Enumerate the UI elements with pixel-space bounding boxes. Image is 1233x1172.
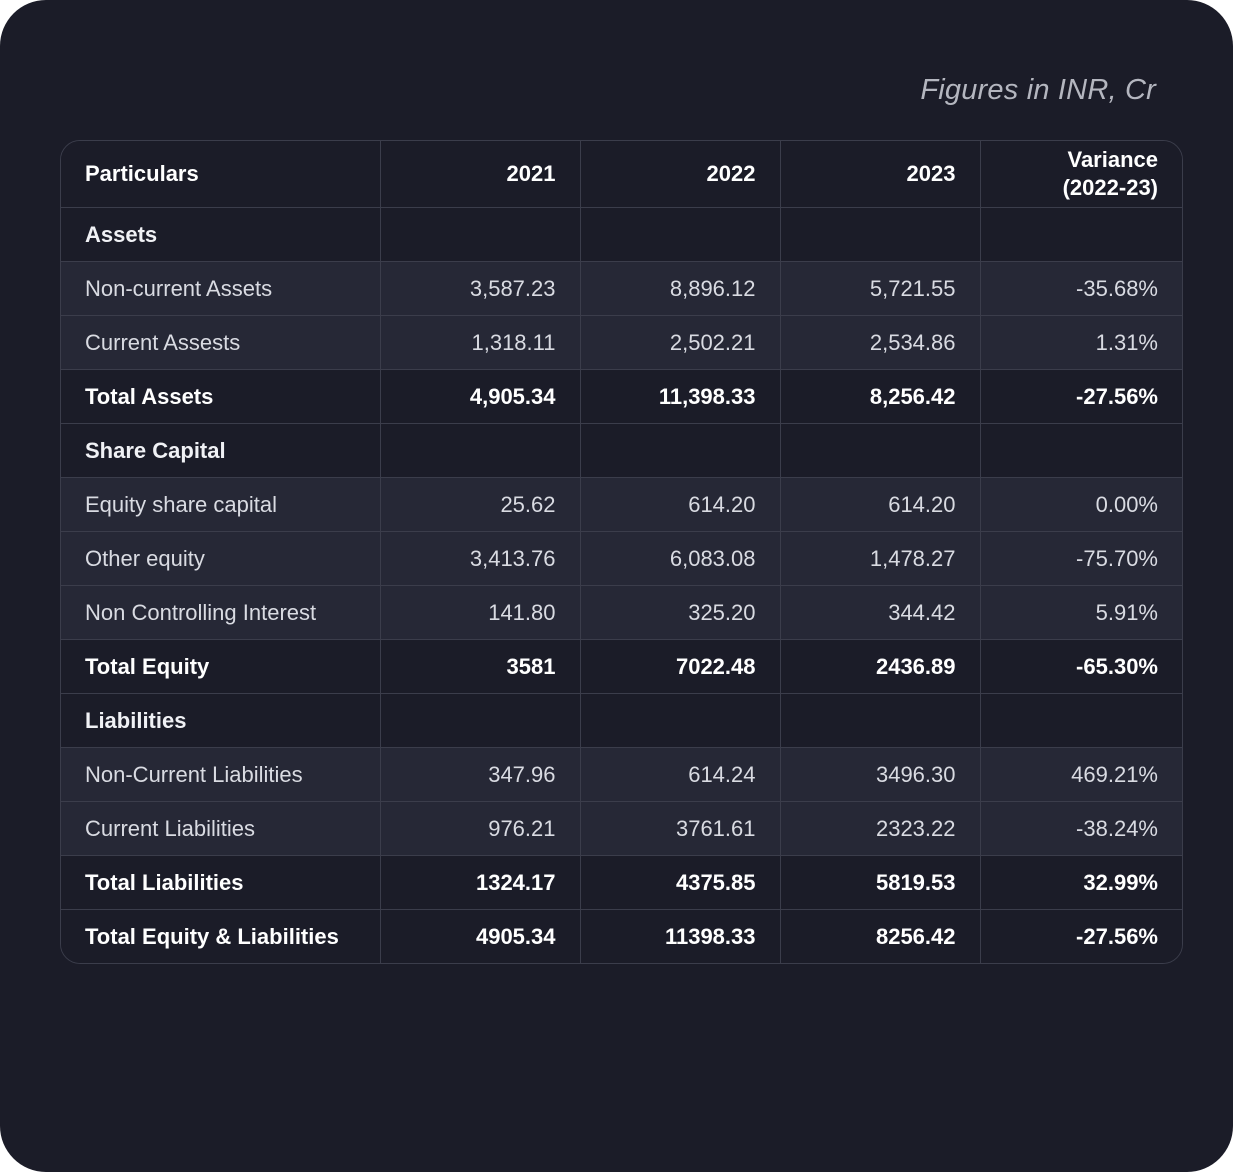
balance-sheet-table-container: Particulars 2021 2022 2023 Variance (202… xyxy=(60,140,1183,964)
cell-2022: 6,083.08 xyxy=(579,531,781,586)
cell-variance: -38.24% xyxy=(979,801,1182,856)
cell-variance: -27.56% xyxy=(979,909,1182,963)
cell-variance: 32.99% xyxy=(979,855,1182,910)
cell-variance: -35.68% xyxy=(979,261,1182,316)
cell-variance xyxy=(979,423,1182,478)
cell-2021: 4905.34 xyxy=(379,909,581,963)
table-row: Other equity 3,413.76 6,083.08 1,478.27 -75.… xyxy=(61,531,1182,586)
cell-2023: 2323.22 xyxy=(779,801,981,856)
cell-2021: 3,587.23 xyxy=(379,261,581,316)
cell-particulars: Non Controlling Interest xyxy=(61,585,381,640)
cell-2023: 5,721.55 xyxy=(779,261,981,316)
cell-2023: 2,534.86 xyxy=(779,315,981,370)
cell-2022 xyxy=(579,693,781,748)
cell-particulars: Total Liabilities xyxy=(61,855,381,910)
table-row: Current Liabilities 976.21 3761.61 2323.22-… xyxy=(61,801,1182,856)
cell-particulars: Total Equity xyxy=(61,639,381,694)
cell-variance xyxy=(979,207,1182,262)
total-row: Total Liabilities 1324.17 4375.85 5819.53 32… xyxy=(61,855,1182,910)
cell-2021: 3581 xyxy=(379,639,581,694)
cell-particulars: Share Capital xyxy=(61,423,381,478)
cell-particulars: Other equity xyxy=(61,531,381,586)
balance-sheet-table: Particulars 2021 2022 2023 Variance (202… xyxy=(61,141,1182,963)
cell-2022: 4375.85 xyxy=(579,855,781,910)
cell-2022: 2,502.21 xyxy=(579,315,781,370)
cell-particulars: Assets xyxy=(61,207,381,262)
cell-2021: 347.96 xyxy=(379,747,581,802)
total-row: Total Equity 3581 7022.48 2436.89 -65.30% xyxy=(61,639,1182,694)
column-header-variance: Variance (2022-23) xyxy=(979,141,1182,208)
table-row: Current Assests 1,318.11 2,502.21 2,534.86 1… xyxy=(61,315,1182,370)
section-row: Share Capital xyxy=(61,423,1182,478)
cell-2023: 1,478.27 xyxy=(779,531,981,586)
cell-2023 xyxy=(779,693,981,748)
cell-2021: 141.80 xyxy=(379,585,581,640)
table-header-row: Particulars 2021 2022 2023 Variance (202… xyxy=(61,141,1182,208)
cell-2022 xyxy=(579,207,781,262)
cell-2022: 614.24 xyxy=(579,747,781,802)
cell-2022: 11,398.33 xyxy=(579,369,781,424)
cell-2022: 7022.48 xyxy=(579,639,781,694)
cell-2021 xyxy=(379,693,581,748)
cell-variance: -65.30% xyxy=(979,639,1182,694)
units-note: Figures in INR, Cr xyxy=(920,74,1156,106)
table-row: Non-current Assets 3,587.23 8,896.12 5,721.… xyxy=(61,261,1182,316)
cell-variance: 0.00% xyxy=(979,477,1182,532)
table-row: Non-Current Liabilities 347.96 614.24 3496.… xyxy=(61,747,1182,802)
column-header-2022: 2022 xyxy=(579,141,781,208)
cell-2022: 325.20 xyxy=(579,585,781,640)
cell-2021: 4,905.34 xyxy=(379,369,581,424)
cell-particulars: Liabilities xyxy=(61,693,381,748)
column-header-2021: 2021 xyxy=(379,141,581,208)
cell-2023: 614.20 xyxy=(779,477,981,532)
cell-2023 xyxy=(779,207,981,262)
cell-variance: -75.70% xyxy=(979,531,1182,586)
cell-2021: 1,318.11 xyxy=(379,315,581,370)
cell-2022: 3761.61 xyxy=(579,801,781,856)
section-row: Liabilities xyxy=(61,693,1182,748)
cell-2023: 3496.30 xyxy=(779,747,981,802)
cell-variance: 469.21% xyxy=(979,747,1182,802)
cell-particulars: Current Assests xyxy=(61,315,381,370)
cell-2023: 2436.89 xyxy=(779,639,981,694)
cell-2021: 1324.17 xyxy=(379,855,581,910)
cell-particulars: Total Equity & Liabilities xyxy=(61,909,381,963)
cell-2021: 976.21 xyxy=(379,801,581,856)
total-row: Total Equity & Liabilities 4905.34 11398.3… xyxy=(61,909,1182,963)
section-row: Assets xyxy=(61,207,1182,262)
cell-particulars: Non-Current Liabilities xyxy=(61,747,381,802)
cell-2023: 5819.53 xyxy=(779,855,981,910)
cell-particulars: Non-current Assets xyxy=(61,261,381,316)
column-header-particulars: Particulars xyxy=(61,141,381,208)
cell-2022: 8,896.12 xyxy=(579,261,781,316)
cell-2022: 11398.33 xyxy=(579,909,781,963)
cell-variance: -27.56% xyxy=(979,369,1182,424)
total-row: Total Assets 4,905.34 11,398.33 8,256.42 -27… xyxy=(61,369,1182,424)
cell-variance xyxy=(979,693,1182,748)
cell-2021: 25.62 xyxy=(379,477,581,532)
table-row: Non Controlling Interest 141.80 325.20 344.… xyxy=(61,585,1182,640)
cell-2023: 344.42 xyxy=(779,585,981,640)
cell-particulars: Equity share capital xyxy=(61,477,381,532)
cell-2022 xyxy=(579,423,781,478)
cell-particulars: Total Assets xyxy=(61,369,381,424)
column-header-2023: 2023 xyxy=(779,141,981,208)
cell-2021: 3,413.76 xyxy=(379,531,581,586)
cell-2023: 8256.42 xyxy=(779,909,981,963)
cell-2021 xyxy=(379,207,581,262)
table-row: Equity share capital 25.62 614.20 614.20 0.0… xyxy=(61,477,1182,532)
cell-2023: 8,256.42 xyxy=(779,369,981,424)
cell-variance: 1.31% xyxy=(979,315,1182,370)
cell-2023 xyxy=(779,423,981,478)
cell-particulars: Current Liabilities xyxy=(61,801,381,856)
cell-variance: 5.91% xyxy=(979,585,1182,640)
cell-2021 xyxy=(379,423,581,478)
table-body: Assets Non-current Assets 3,587.23 8,896.12… xyxy=(61,207,1182,963)
cell-2022: 614.20 xyxy=(579,477,781,532)
